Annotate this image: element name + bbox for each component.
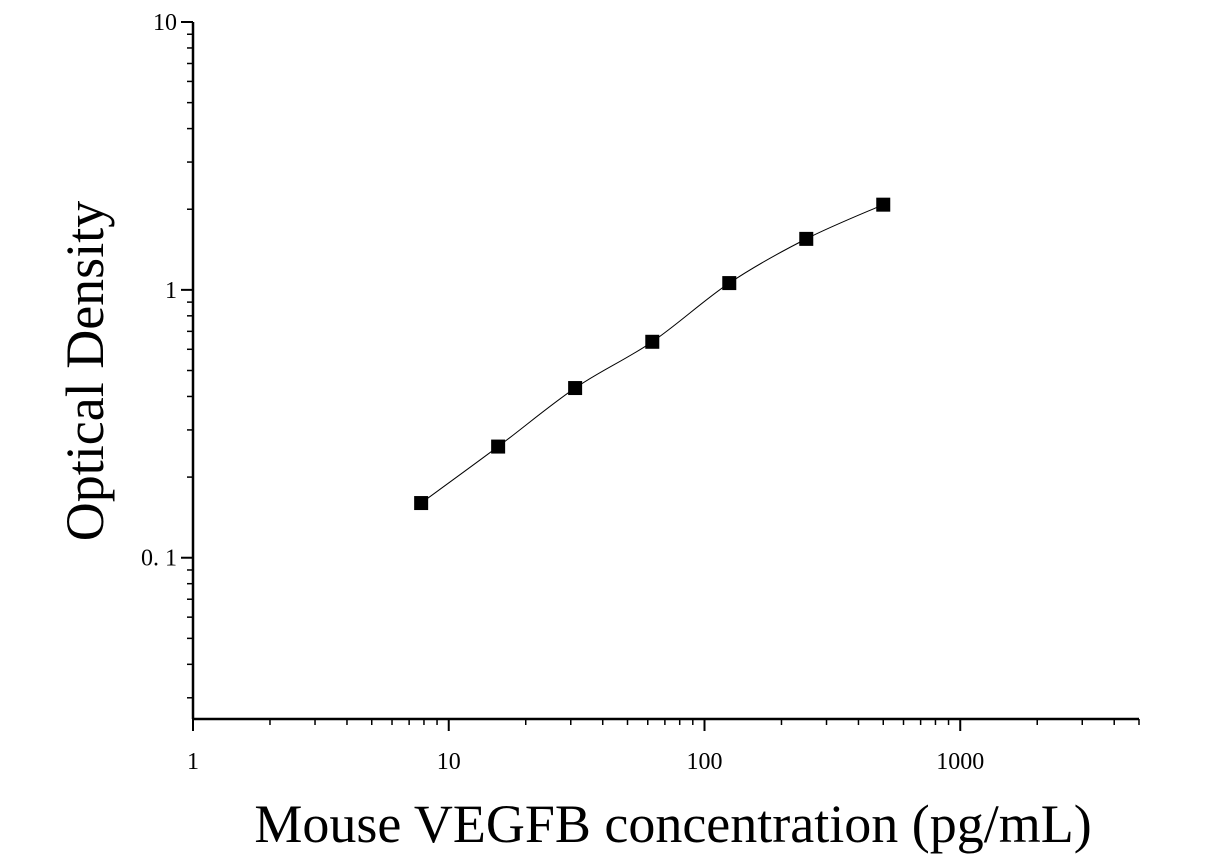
x-tick-label: 1000 — [936, 749, 984, 775]
data-point — [799, 231, 814, 246]
data-point — [722, 276, 737, 291]
x-axis-title: Mouse VEGFB concentration (pg/mL) — [254, 794, 1091, 854]
x-tick-label: 100 — [686, 749, 722, 775]
ticks: 1 10 100 1000 0. 1 1 10 — [141, 10, 1140, 775]
axes — [191, 22, 1139, 721]
fit-curve — [420, 204, 884, 504]
x-tick-label: 1 — [187, 749, 199, 775]
y-tick-label: 10 — [153, 10, 177, 36]
data-point — [568, 381, 583, 396]
data-point — [876, 197, 891, 212]
data-point — [414, 496, 429, 511]
y-axis-title: Optical Density — [55, 201, 115, 541]
data-point — [491, 439, 506, 454]
data-point — [645, 334, 660, 349]
y-tick-label: 0. 1 — [141, 546, 177, 572]
y-tick-label: 1 — [165, 278, 177, 304]
data-points — [414, 197, 891, 511]
x-tick-label: 10 — [437, 749, 461, 775]
